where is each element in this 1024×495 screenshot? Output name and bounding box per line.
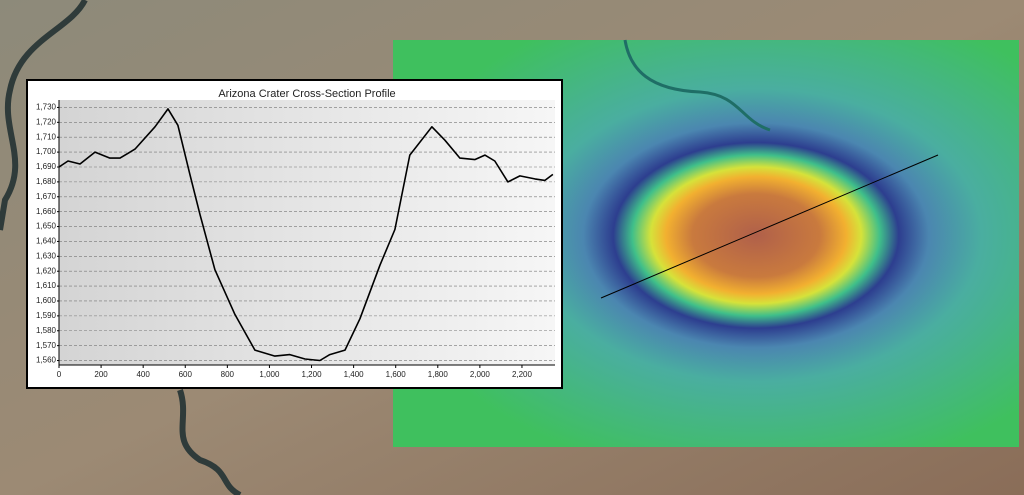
- x-tick-label: 0: [57, 370, 62, 379]
- chart-title: Arizona Crater Cross-Section Profile: [218, 88, 395, 100]
- y-tick-label: 1,680: [36, 177, 57, 186]
- x-tick-label: 600: [179, 370, 193, 379]
- y-tick-label: 1,630: [36, 251, 57, 260]
- river: [177, 389, 242, 495]
- x-tick-label: 2,000: [470, 370, 491, 379]
- x-tick-label: 1,800: [428, 370, 449, 379]
- y-tick-label: 1,670: [36, 192, 57, 201]
- x-tick-label: 1,600: [386, 370, 407, 379]
- x-tick-label: 400: [136, 370, 150, 379]
- y-tick-label: 1,580: [36, 326, 57, 335]
- y-tick-label: 1,700: [36, 147, 57, 156]
- y-tick-label: 1,660: [36, 207, 57, 216]
- y-tick-label: 1,570: [36, 341, 57, 350]
- x-tick-label: 1,000: [259, 370, 280, 379]
- y-tick-label: 1,730: [36, 103, 57, 112]
- y-tick-label: 1,610: [36, 281, 57, 290]
- y-tick-label: 1,640: [36, 237, 57, 246]
- plot: 1,560 1,570 1,580 1,590 1,600 1,610 1,620 1,630…: [36, 100, 555, 379]
- profile-line: [58, 108, 554, 362]
- x-tick-label: 1,400: [344, 370, 365, 379]
- x-tick-label: 200: [94, 370, 108, 379]
- y-tick-label: 1,710: [36, 132, 57, 141]
- x-tick-label: 800: [221, 370, 235, 379]
- x-tick-label: 1,200: [302, 370, 323, 379]
- y-tick-label: 1,600: [36, 296, 57, 305]
- profile-line: [600, 154, 939, 299]
- y-tick-label: 1,620: [36, 266, 57, 275]
- stream: [623, 39, 771, 132]
- river: [0, 0, 88, 231]
- plot-area: [59, 100, 555, 365]
- x-tick-label: 2,200: [512, 370, 533, 379]
- y-tick-label: 1,590: [36, 311, 57, 320]
- y-tick-label: 1,720: [36, 117, 57, 126]
- y-tick-label: 1,560: [36, 356, 57, 365]
- y-tick-label: 1,690: [36, 162, 57, 171]
- y-tick-label: 1,650: [36, 222, 57, 231]
